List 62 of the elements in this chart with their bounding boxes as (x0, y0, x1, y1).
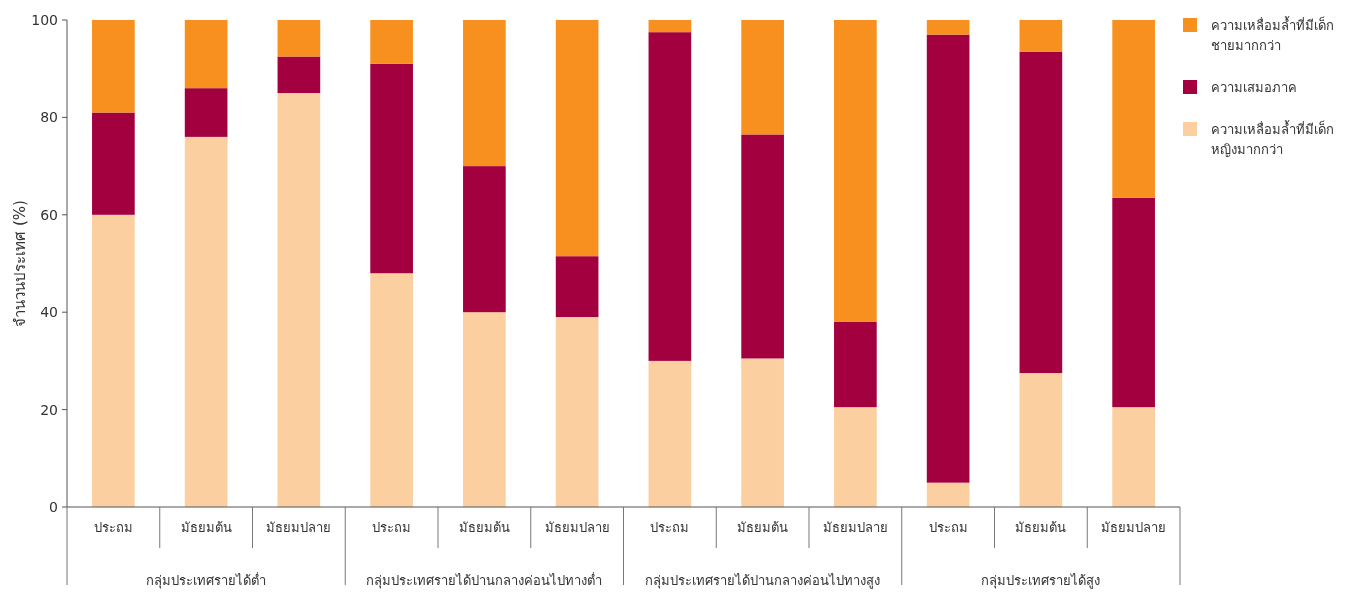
x-tick-label: ประถม (650, 520, 690, 535)
bar (92, 20, 135, 113)
bar (1019, 51, 1063, 374)
y-tick-label: 100 (31, 12, 58, 28)
bar (370, 273, 413, 507)
y-axis-title: จำนวนประเทศ (%) (11, 200, 29, 327)
x-tick-label: ประถม (372, 520, 412, 535)
bar (463, 20, 506, 167)
bar (463, 312, 506, 507)
text: กลุ่มประเทศรายได้สูง (981, 573, 1101, 589)
bar (1112, 407, 1155, 507)
y-tick-label: 40 (40, 304, 58, 321)
y-tick-label: 0 (49, 499, 58, 515)
x-tick-label: มัธยมต้น (458, 520, 510, 535)
bar (370, 20, 413, 64)
y-tick-label: 20 (40, 401, 58, 418)
bar (277, 93, 321, 507)
x-tick-label: มัธยมต้น (180, 520, 232, 535)
bar (92, 112, 135, 215)
bar (370, 63, 413, 274)
y-tick-label: 80 (40, 109, 58, 126)
bar (834, 321, 877, 408)
bar (555, 256, 599, 318)
bar (926, 482, 970, 507)
bar (648, 360, 692, 507)
bar (184, 88, 228, 137)
x-tick-label: ประถม (93, 520, 133, 535)
x-tick-label: มัธยมปลาย (822, 520, 888, 535)
legend-label: ความเหลื่อมล้ำที่มีเด็กหญิงมากกว่า (1211, 120, 1335, 159)
bar (1019, 373, 1063, 507)
x-tick-label: มัธยมปลาย (544, 520, 610, 535)
bar (555, 20, 599, 257)
legend-label: ความเสมอภาค (1211, 79, 1298, 97)
bar (926, 20, 970, 35)
text: กลุ่มประเทศรายได้ปานกลางค่อนไปทางสูง (645, 573, 881, 589)
bar (741, 358, 784, 507)
bar (741, 134, 784, 359)
x-tick-label: มัธยมต้น (737, 520, 789, 535)
bar (1112, 197, 1155, 408)
bar (834, 407, 877, 507)
y-tick-label: 60 (40, 206, 58, 223)
bar (184, 20, 228, 89)
bar (277, 56, 321, 94)
text: กลุ่มประเทศรายได้ต่ำ (146, 572, 267, 589)
bar (277, 20, 321, 57)
bar (463, 166, 506, 313)
text: กลุ่มประเทศรายได้ปานกลางค่อนไปทางต่ำ (366, 572, 603, 589)
bar (834, 20, 877, 322)
x-tick-label: มัธยมปลาย (1101, 520, 1167, 535)
bar (926, 34, 970, 483)
bar (184, 136, 228, 507)
bar (648, 32, 692, 361)
x-tick-label: มัธยมปลาย (266, 520, 332, 535)
bar (92, 214, 135, 507)
x-tick-label: มัธยมต้น (1015, 520, 1067, 535)
bar (648, 20, 692, 33)
bar (1112, 20, 1155, 198)
legend-label: ความเหลื่อมล้ำที่มีเด็กชายมากกว่า (1211, 16, 1335, 55)
bar (1019, 20, 1063, 52)
bar (741, 20, 784, 135)
bar (555, 317, 599, 507)
x-tick-label: ประถม (928, 520, 968, 535)
